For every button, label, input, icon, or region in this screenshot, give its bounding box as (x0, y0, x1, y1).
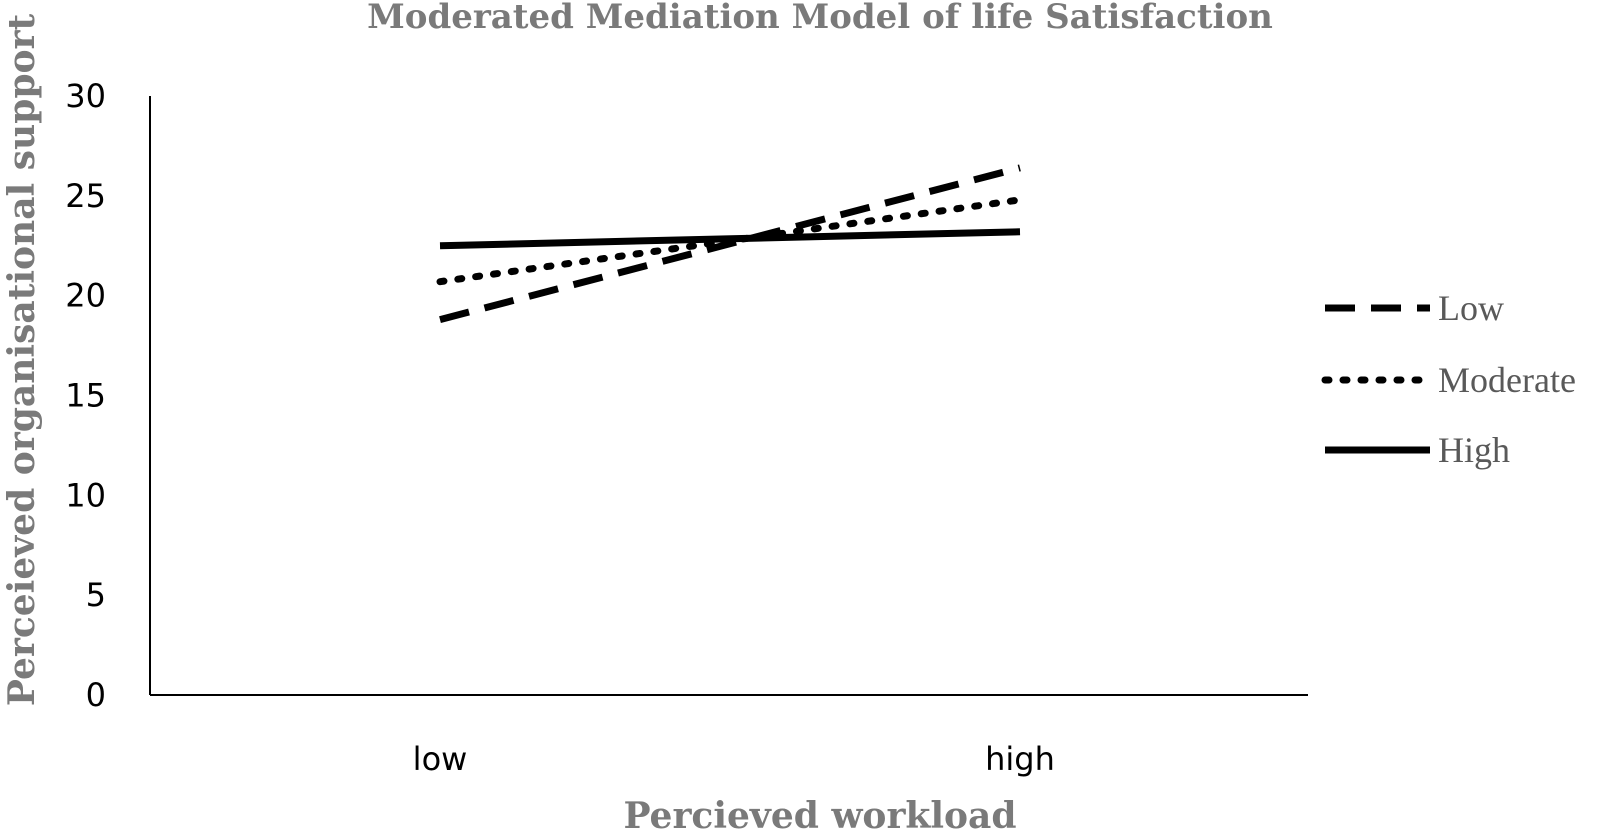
y-axis-title: Perceieved organisational support (1, 14, 43, 707)
y-tick-label-30: 30 (65, 77, 106, 115)
y-tick-label-20: 20 (65, 277, 106, 315)
y-tick-label-15: 15 (65, 377, 106, 415)
x-axis-title: Percieved workload (623, 795, 1016, 837)
legend-label-low: Low (1438, 288, 1504, 328)
x-tick-label-low: low (413, 740, 468, 778)
chart-title: Moderated Mediation Model of life Satisf… (367, 0, 1273, 37)
x-tick-label-high: high (985, 740, 1055, 778)
y-tick-labels: 0 5 10 15 20 25 30 (65, 77, 106, 714)
y-tick-label-10: 10 (65, 476, 106, 514)
series-line-high (439, 228, 1021, 250)
legend-label-moderate: Moderate (1438, 360, 1576, 400)
series-lines (436, 164, 1024, 324)
y-tick-label-5: 5 (86, 576, 106, 614)
legend-label-high: High (1438, 430, 1510, 470)
y-tick-label-0: 0 (86, 676, 106, 714)
y-tick-label-25: 25 (65, 177, 106, 215)
x-tick-labels: low high (413, 740, 1055, 778)
legend: Low Moderate High (1321, 288, 1576, 470)
